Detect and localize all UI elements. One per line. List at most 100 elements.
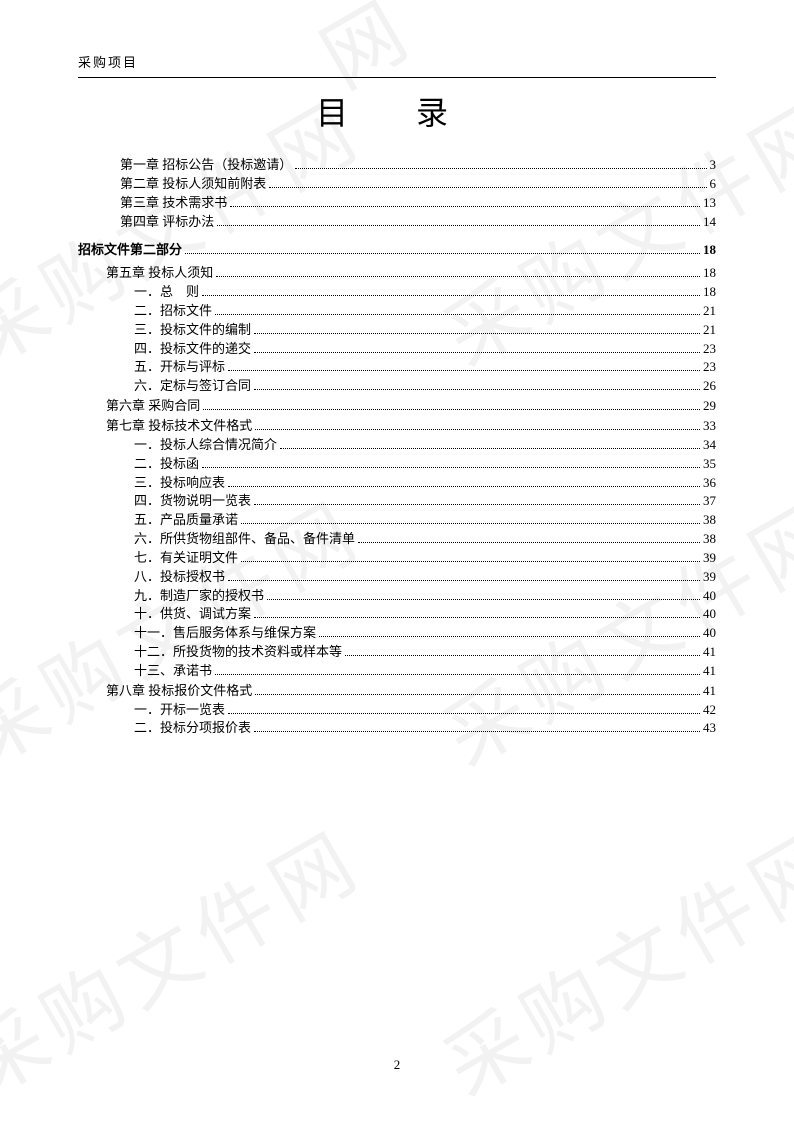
toc-label: 一．总 则: [134, 283, 199, 302]
toc-row: 六．定标与签订合同 26: [78, 377, 716, 396]
toc-page-number: 41: [703, 643, 716, 662]
page-container: 采购项目 目 录 第一章 招标公告（投标邀请）3第二章 投标人须知前附表6第三章…: [0, 0, 794, 1123]
toc-leader: [203, 398, 700, 410]
toc-label: 二．投标分项报价表: [134, 719, 251, 738]
toc-label: 第五章 投标人须知: [106, 264, 213, 283]
toc-row: 第二章 投标人须知前附表 6: [78, 175, 716, 194]
page-header: 采购项目: [78, 0, 716, 78]
toc-page-number: 40: [703, 587, 716, 606]
toc-page-number: 40: [703, 624, 716, 643]
toc-row: 六．所供货物组部件、备品、备件清单 38: [78, 530, 716, 549]
toc-page-number: 39: [703, 568, 716, 587]
toc-leader: [255, 683, 700, 695]
toc-label: 五．产品质量承诺: [134, 511, 238, 530]
toc-page-number: 41: [703, 682, 716, 701]
toc-label: 二．投标函: [134, 455, 199, 474]
toc-row: 八．投标授权书 39: [78, 568, 716, 587]
toc-page-number: 6: [710, 175, 717, 194]
toc-page-number: 21: [703, 321, 716, 340]
toc-label: 六．定标与签订合同: [134, 377, 251, 396]
toc-row: 第七章 投标技术文件格式33: [78, 417, 716, 436]
toc-page-number: 3: [710, 156, 717, 175]
toc-row: 第六章 采购合同 29: [78, 397, 716, 416]
toc-container: 第一章 招标公告（投标邀请）3第二章 投标人须知前附表6第三章 技术需求书13第…: [78, 156, 716, 738]
toc-page-number: 14: [703, 213, 716, 232]
toc-label: 五．开标与评标: [134, 358, 225, 377]
toc-label: 六．所供货物组部件、备品、备件清单: [134, 530, 355, 549]
toc-label: 三．投标响应表: [134, 474, 225, 493]
toc-page-number: 42: [703, 701, 716, 720]
toc-leader: [255, 418, 700, 430]
toc-row: 三．投标文件的编制 21: [78, 321, 716, 340]
toc-leader: [254, 341, 700, 353]
toc-leader: [241, 513, 700, 525]
toc-label: 十．供货、调试方案: [134, 605, 251, 624]
toc-page-number: 34: [703, 436, 716, 455]
toc-page-number: 37: [703, 492, 716, 511]
toc-page-number: 43: [703, 719, 716, 738]
toc-leader: [216, 266, 700, 278]
toc-page-number: 38: [703, 530, 716, 549]
toc-leader: [215, 663, 700, 675]
toc-leader: [228, 702, 700, 714]
toc-page-number: 38: [703, 511, 716, 530]
toc-label: 第六章 采购合同: [106, 397, 200, 416]
toc-leader: [280, 437, 700, 449]
toc-row: 第八章 投标报价文件格式 41: [78, 682, 716, 701]
toc-label: 第二章 投标人须知前附表: [120, 175, 266, 194]
toc-row: 五．开标与评标 23: [78, 358, 716, 377]
toc-page-number: 35: [703, 455, 716, 474]
toc-label: 第四章 评标办法: [120, 213, 214, 232]
toc-row: 五．产品质量承诺 38: [78, 511, 716, 530]
toc-page-number: 23: [703, 340, 716, 359]
toc-leader: [241, 550, 700, 562]
toc-label: 第八章 投标报价文件格式: [106, 682, 252, 701]
toc-leader: [202, 456, 700, 468]
toc-row: 十．供货、调试方案 40: [78, 605, 716, 624]
toc-label: 一．投标人综合情况简介: [134, 436, 277, 455]
toc-label: 八．投标授权书: [134, 568, 225, 587]
toc-page-number: 21: [703, 302, 716, 321]
toc-row: 二．招标文件21: [78, 302, 716, 321]
toc-page-number: 26: [703, 377, 716, 396]
toc-label: 第一章 招标公告（投标邀请）: [120, 156, 292, 175]
toc-leader: [254, 607, 700, 619]
toc-page-number: 36: [703, 474, 716, 493]
toc-row: 第三章 技术需求书 13: [78, 194, 716, 213]
toc-page-number: 23: [703, 358, 716, 377]
toc-leader: [295, 157, 706, 169]
toc-leader: [215, 303, 700, 315]
toc-page-number: 18: [703, 241, 716, 260]
toc-leader: [269, 176, 706, 188]
toc-label: 第七章 投标技术文件格式: [106, 417, 252, 436]
toc-page-number: 40: [703, 605, 716, 624]
toc-leader: [358, 531, 700, 543]
toc-row: 第五章 投标人须知 18: [78, 264, 716, 283]
toc-label: 十二．所投货物的技术资料或样本等: [134, 643, 342, 662]
toc-leader: [228, 475, 700, 487]
toc-label: 三．投标文件的编制: [134, 321, 251, 340]
toc-page-number: 29: [703, 397, 716, 416]
toc-page-number: 18: [703, 264, 716, 283]
toc-leader: [185, 243, 700, 255]
toc-title: 目 录: [78, 88, 716, 134]
toc-label: 一．开标一览表: [134, 701, 225, 720]
toc-row: 十二．所投货物的技术资料或样本等 41: [78, 643, 716, 662]
toc-row: 四．投标文件的递交23: [78, 340, 716, 359]
toc-leader: [228, 360, 700, 372]
toc-leader: [230, 195, 700, 207]
toc-leader: [254, 494, 700, 506]
toc-label: 招标文件第二部分: [78, 241, 182, 260]
toc-label: 第三章 技术需求书: [120, 194, 227, 213]
toc-page-number: 39: [703, 549, 716, 568]
page-number: 2: [0, 1057, 794, 1073]
toc-label: 十三、承诺书: [134, 662, 212, 681]
toc-page-number: 18: [703, 283, 716, 302]
toc-page-number: 13: [703, 194, 716, 213]
toc-label: 四．货物说明一览表: [134, 492, 251, 511]
toc-row: 十三、承诺书41: [78, 662, 716, 681]
toc-row: 一．开标一览表 42: [78, 701, 716, 720]
toc-row: 招标文件第二部分 18: [78, 241, 716, 260]
toc-label: 九．制造厂家的授权书: [134, 587, 264, 606]
toc-row: 二．投标分项报价表 43: [78, 719, 716, 738]
